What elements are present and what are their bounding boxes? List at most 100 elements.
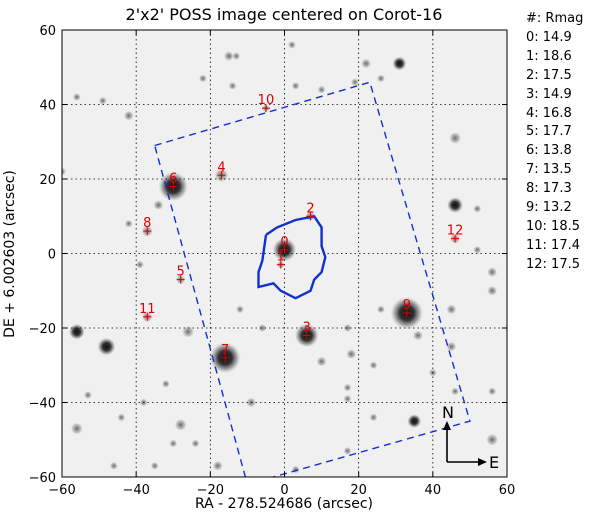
legend-header: #: Rmag bbox=[526, 11, 584, 26]
y-tick-label: 40 bbox=[39, 99, 56, 114]
y-tick-label: −60 bbox=[29, 471, 56, 486]
field-star-blob bbox=[446, 341, 457, 352]
field-star-blob bbox=[287, 40, 296, 49]
legend-row: 4: 16.8 bbox=[526, 105, 572, 121]
legend-row: 6: 13.8 bbox=[526, 143, 572, 159]
x-tick-label: 20 bbox=[350, 483, 367, 498]
star-label: 7 bbox=[221, 343, 229, 358]
field-star-blob bbox=[487, 285, 498, 296]
legend-row: 7: 13.5 bbox=[526, 162, 572, 178]
field-star-blob bbox=[83, 391, 92, 400]
star-label: 4 bbox=[217, 160, 225, 175]
legend-row: 12: 17.5 bbox=[526, 256, 580, 272]
field-star-blob bbox=[316, 356, 327, 367]
star-label: 9 bbox=[403, 298, 411, 313]
star-label: 1 bbox=[277, 250, 285, 265]
field-star-blob bbox=[487, 267, 498, 278]
x-tick-label: 40 bbox=[425, 483, 442, 498]
star-label: 12 bbox=[447, 224, 464, 239]
field-star-blob bbox=[258, 324, 267, 332]
legend-row: 8: 17.3 bbox=[526, 181, 572, 197]
field-star-blob bbox=[62, 167, 66, 176]
field-star-blob bbox=[212, 460, 223, 471]
field-star-blob bbox=[447, 197, 464, 214]
field-star-blob bbox=[291, 465, 300, 474]
chart-title: 2'x2' POSS image centered on Corot-16 bbox=[126, 5, 443, 24]
field-star-blob bbox=[135, 260, 144, 269]
star-label: 8 bbox=[143, 216, 151, 231]
compass-east-arrowhead bbox=[478, 458, 487, 466]
field-star-blob bbox=[174, 418, 187, 431]
field-star-blob bbox=[369, 361, 378, 370]
y-tick-label: 0 bbox=[48, 248, 56, 263]
star-label: 6 bbox=[169, 171, 177, 186]
field-star-blob bbox=[317, 85, 326, 94]
legend-row: 9: 13.2 bbox=[526, 200, 572, 216]
legend-row: 2: 17.5 bbox=[526, 67, 572, 83]
compass: N E bbox=[442, 403, 499, 472]
field-star-blob bbox=[343, 383, 352, 392]
star-label: 0 bbox=[280, 235, 288, 250]
field-star-blob bbox=[392, 56, 407, 71]
y-tick-label: 60 bbox=[39, 24, 56, 39]
field-star-blob bbox=[346, 349, 357, 360]
star-label: 2 bbox=[306, 201, 314, 216]
field-star-blob bbox=[488, 387, 497, 396]
x-tick-label: 0 bbox=[280, 483, 288, 498]
field-star-blob bbox=[109, 461, 118, 470]
field-star-blob bbox=[72, 93, 81, 102]
star-label: 5 bbox=[177, 265, 185, 280]
field-star-blob bbox=[228, 81, 237, 90]
x-tick-label: −40 bbox=[122, 483, 149, 498]
x-axis-label: RA - 278.524686 (arcsec) bbox=[195, 496, 373, 512]
legend-row: 1: 18.6 bbox=[526, 48, 572, 64]
field-star-blob bbox=[451, 387, 460, 396]
field-star-blob bbox=[369, 413, 378, 422]
compass-north-arrowhead bbox=[443, 421, 451, 430]
legend-row: 5: 17.7 bbox=[526, 124, 572, 140]
field-star-blob bbox=[446, 304, 457, 315]
field-star-blob bbox=[70, 422, 83, 435]
magnitude-legend: #: Rmag 0: 14.9 1: 18.6 2: 17.5 3: 14.9 4: 1… bbox=[526, 10, 583, 275]
field-star-blob bbox=[153, 200, 164, 211]
field-star-blob bbox=[232, 52, 241, 61]
field-star-blob bbox=[413, 330, 423, 341]
field-star-blob bbox=[223, 51, 234, 62]
y-tick-label: 20 bbox=[39, 173, 56, 188]
field-star-blob bbox=[98, 96, 107, 105]
compass-east-label: E bbox=[489, 453, 499, 472]
field-star-blob bbox=[361, 58, 372, 69]
star-label: 3 bbox=[303, 320, 311, 335]
field-star-blob bbox=[350, 78, 359, 87]
field-star-blob bbox=[449, 132, 462, 145]
field-star-blob bbox=[343, 446, 352, 455]
field-star-blob bbox=[486, 433, 499, 446]
y-tick-label: −20 bbox=[29, 322, 56, 337]
field-star-blob bbox=[376, 74, 385, 83]
field-star-blob bbox=[236, 305, 244, 314]
field-star-blob bbox=[150, 461, 159, 470]
field-of-view-outline bbox=[154, 81, 471, 477]
star-label: 11 bbox=[139, 302, 156, 317]
compass-north-label: N bbox=[442, 403, 454, 422]
x-tick-label: −20 bbox=[197, 483, 224, 498]
field-star-blob bbox=[124, 219, 133, 228]
field-outlines bbox=[154, 81, 471, 477]
field-star-blob bbox=[488, 484, 496, 492]
field-star-blob bbox=[291, 81, 300, 90]
x-tick-label: 60 bbox=[499, 483, 516, 498]
legend-row: 11: 17.4 bbox=[526, 237, 580, 253]
field-star-blob bbox=[191, 439, 200, 448]
field-star-blob bbox=[161, 379, 170, 388]
field-star-blob bbox=[473, 245, 482, 254]
legend-row: 10: 18.5 bbox=[526, 218, 580, 234]
y-tick-label: −40 bbox=[29, 397, 56, 412]
field-star-blob bbox=[343, 324, 352, 332]
y-axis-label: DE + 6.002603 (arcsec) bbox=[2, 170, 18, 338]
field-star-blob bbox=[376, 305, 385, 314]
field-star-blob bbox=[182, 325, 195, 338]
x-tick-label: −60 bbox=[48, 483, 75, 498]
